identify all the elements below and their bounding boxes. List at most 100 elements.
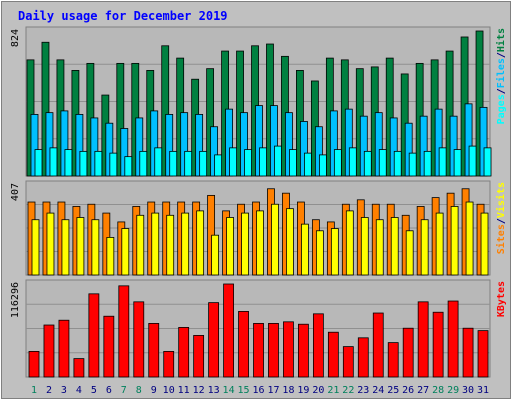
bar-visits-day-27 [420, 219, 429, 276]
bar-pages-day-23 [363, 150, 372, 177]
bar-pages-day-2 [49, 147, 58, 177]
legend-part: Sites [495, 224, 507, 254]
bar-pages-day-7 [124, 156, 133, 177]
day-label-6: 6 [106, 385, 112, 396]
bar-files-day-26 [404, 122, 413, 177]
day-label-21: 21 [327, 385, 339, 396]
bar-visits-day-21 [330, 228, 339, 276]
bar-files-day-27 [419, 115, 428, 177]
bar-pages-day-16 [259, 147, 267, 177]
bar-pages-day-26 [408, 152, 417, 177]
bar-files-day-9 [150, 110, 159, 177]
bar-kbytes-day-8 [133, 301, 145, 378]
bar-kbytes-day-25 [387, 342, 399, 378]
bar-visits-day-8 [136, 214, 145, 276]
bar-files-day-16 [255, 105, 263, 177]
bar-files-day-31 [479, 106, 488, 177]
bar-pages-day-28 [438, 147, 447, 177]
bar-files-day-2 [45, 112, 54, 177]
bar-pages-day-20 [318, 154, 327, 177]
y-max-label-middle: 407 [10, 183, 21, 201]
bar-pages-day-5 [94, 150, 103, 177]
bar-files-day-25 [389, 117, 398, 177]
day-label-26: 26 [402, 385, 414, 396]
day-label-10: 10 [163, 385, 175, 396]
day-label-27: 27 [417, 385, 429, 396]
day-label-8: 8 [136, 385, 142, 396]
bar-visits-day-16 [256, 210, 264, 276]
bar-visits-day-1 [31, 219, 40, 276]
bar-hits-day-29 [445, 50, 454, 177]
bar-kbytes-day-4 [73, 358, 85, 378]
bar-kbytes-day-1 [28, 351, 40, 378]
bar-files-day-28 [434, 108, 443, 177]
day-label-3: 3 [61, 385, 67, 396]
bar-files-day-1 [30, 114, 39, 177]
bar-pages-day-12 [199, 150, 208, 177]
legend-part: / [496, 52, 507, 58]
bar-kbytes-day-22 [342, 346, 354, 378]
bar-pages-day-22 [348, 147, 357, 177]
day-label-7: 7 [121, 385, 127, 396]
day-label-19: 19 [297, 385, 309, 396]
bar-visits-day-15 [241, 212, 249, 276]
bar-hits-day-2 [41, 41, 50, 177]
bar-kbytes-day-10 [163, 351, 175, 378]
bar-kbytes-day-24 [372, 312, 384, 378]
bar-pages-day-10 [169, 150, 178, 177]
bar-visits-day-14 [226, 217, 234, 276]
bar-visits-day-7 [121, 228, 130, 276]
bar-visits-day-22 [345, 210, 354, 276]
legend-part: Hits [495, 28, 507, 52]
bar-kbytes-day-19 [298, 323, 309, 378]
day-label-9: 9 [151, 385, 157, 396]
legend-part: Files [495, 58, 507, 88]
bar-kbytes-day-16 [253, 323, 264, 378]
bar-kbytes-day-23 [357, 337, 369, 378]
bar-files-day-4 [75, 114, 84, 177]
bar-visits-day-24 [375, 219, 384, 276]
bar-visits-day-9 [151, 212, 160, 276]
bar-kbytes-day-20 [312, 313, 324, 378]
bar-visits-day-13 [211, 234, 220, 276]
bar-pages-day-14 [229, 147, 237, 177]
y-max-label-top: 824 [10, 29, 21, 47]
bar-kbytes-day-3 [58, 319, 70, 378]
bar-files-day-19 [300, 121, 308, 177]
day-label-24: 24 [372, 385, 384, 396]
bar-kbytes-day-21 [327, 331, 339, 378]
legend-part: Pages [496, 94, 507, 124]
bar-files-day-18 [285, 112, 293, 177]
day-label-4: 4 [76, 385, 82, 396]
bar-pages-day-25 [393, 150, 402, 177]
bar-pages-day-11 [184, 150, 193, 177]
day-label-31: 31 [477, 385, 489, 396]
bar-visits-day-26 [405, 230, 414, 276]
bar-files-day-6 [105, 122, 114, 177]
bar-visits-day-25 [390, 217, 399, 276]
bar-files-day-5 [90, 117, 99, 177]
bar-files-day-23 [359, 115, 368, 177]
bar-pages-day-17 [274, 145, 282, 177]
bar-pages-day-27 [423, 150, 432, 177]
bar-pages-day-1 [34, 149, 43, 177]
day-label-12: 12 [193, 385, 205, 396]
bar-visits-day-5 [91, 219, 100, 276]
bar-kbytes-day-14 [223, 283, 234, 378]
bar-pages-day-19 [304, 152, 312, 177]
bar-files-day-12 [195, 114, 204, 177]
bar-pages-day-8 [139, 150, 148, 177]
day-label-18: 18 [282, 385, 294, 396]
bar-kbytes-day-31 [477, 330, 489, 378]
day-label-28: 28 [432, 385, 444, 396]
day-label-29: 29 [447, 385, 459, 396]
day-label-25: 25 [387, 385, 399, 396]
bar-pages-day-4 [79, 150, 88, 177]
y-max-label-bottom: 116296 [10, 282, 21, 318]
bar-visits-day-20 [315, 230, 324, 276]
day-label-1: 1 [31, 385, 37, 396]
bar-files-day-17 [270, 105, 278, 177]
bar-kbytes-day-26 [402, 327, 414, 378]
bar-files-day-24 [374, 112, 383, 177]
